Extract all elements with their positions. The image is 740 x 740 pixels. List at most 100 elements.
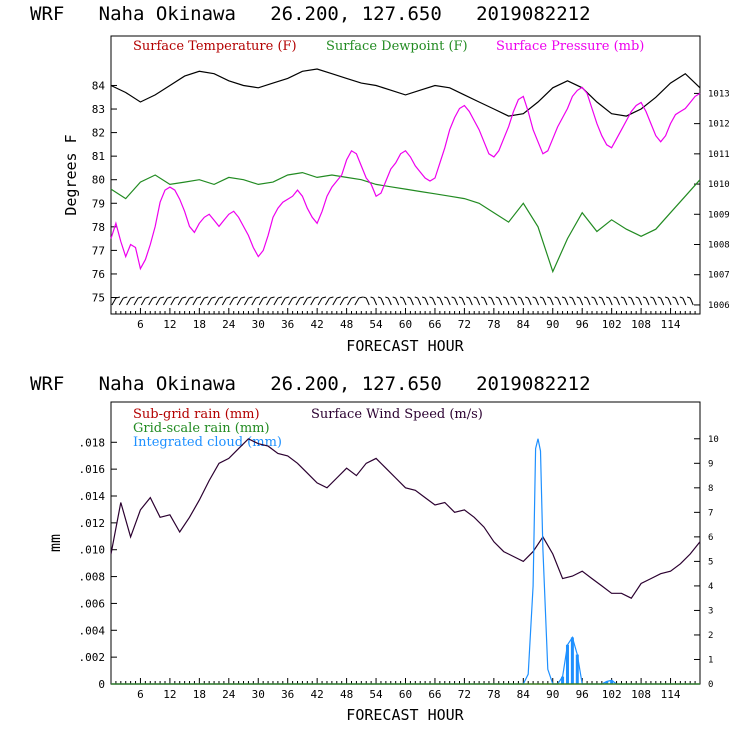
wind-barb-flag (299, 296, 305, 299)
wind-barb-flag (363, 296, 367, 299)
wind-barb-flag (532, 296, 536, 299)
wind-barb-flag (115, 296, 121, 299)
x-tick-label: 102 (602, 318, 622, 331)
y-tick-label: .014 (79, 490, 106, 503)
x-tick-label: 96 (576, 318, 589, 331)
cloud-bar (570, 637, 574, 684)
y-tick-label: .002 (79, 651, 106, 664)
wind-barb (483, 297, 488, 306)
wind-barb (148, 297, 154, 306)
wind-barb (689, 297, 694, 306)
x-tick-label: 36 (281, 318, 294, 331)
wind-barb (288, 297, 294, 306)
chart2-y-axis: 0 .002 .004 .006 .008 .010 .012 .014 .016 .018 (79, 436, 117, 691)
wind-barb-flag (436, 296, 441, 299)
wind-barb-flag (167, 296, 172, 299)
wind-barb (630, 297, 635, 306)
y-tick-label: .006 (79, 597, 106, 610)
wind-barb (490, 297, 495, 306)
y-tick-label: 78 (92, 221, 105, 234)
x-tick-label: 54 (369, 318, 383, 331)
x-tick-label: 12 (163, 318, 176, 331)
wind-barb-flag (510, 296, 514, 299)
wind-barb-flag (635, 296, 639, 299)
wind-barb-flag (642, 296, 647, 299)
x-tick-label: 48 (340, 318, 353, 331)
wind-barb (674, 297, 679, 306)
x-tick-label: 42 (311, 318, 324, 331)
wind-barb-flag (336, 296, 341, 299)
wind-barb-flag (385, 296, 389, 299)
cloud-bar (561, 676, 565, 684)
wind-barb (520, 297, 525, 306)
wind-barb-flag (517, 296, 522, 299)
wind-barb-flag (351, 296, 356, 299)
wind-barb (347, 297, 352, 306)
y2-tick-label: 4 (708, 582, 713, 592)
x-tick-label: 12 (163, 688, 176, 701)
wind-barb-flag (657, 296, 661, 299)
wind-barb-flag (650, 296, 654, 299)
wind-barb-flag (329, 296, 334, 299)
wind-barb (623, 297, 628, 306)
wind-barb-flag (407, 296, 411, 299)
wind-barb (221, 297, 227, 306)
wind-barb-flag (628, 296, 632, 299)
wind-barb-flag (189, 296, 194, 299)
wind-barb-flag (664, 296, 669, 299)
wind-barb-flag (204, 296, 209, 299)
y2-tick-label: 1009 (708, 210, 730, 220)
y2-tick-label: 1008 (708, 241, 730, 251)
y-tick-label: 83 (92, 103, 105, 116)
y-tick-label: 76 (92, 268, 105, 281)
wind-barb (140, 297, 146, 306)
y2-tick-label: 1011 (708, 150, 730, 160)
wind-barb-flag (539, 296, 544, 299)
legend2-wind-speed: Surface Wind Speed (m/s) (311, 407, 483, 422)
wind-barb (380, 297, 385, 306)
wind-barb-flag (145, 296, 150, 299)
cloud-bar (575, 654, 579, 684)
wind-barb-flag (248, 296, 253, 299)
chart2-y2-axis: 0 1 2 3 4 5 6 7 8 9 10 (694, 435, 719, 690)
chart2-y-label: mm (46, 534, 64, 552)
cloud-bar (610, 680, 614, 684)
wind-barb-flag (377, 296, 382, 299)
wind-barb (365, 297, 370, 306)
wind-barb (155, 297, 161, 306)
wind-barb (417, 297, 422, 306)
wind-barb (432, 297, 436, 306)
wind-barb (439, 297, 444, 306)
wind-barb-flag (583, 296, 588, 299)
legend1-temperature: Surface Temperature (F) (133, 39, 297, 54)
chart1-x-label: FORECAST HOUR (346, 337, 464, 355)
wind-barb-flag (358, 296, 363, 299)
wind-barb (207, 297, 213, 306)
wind-barb (446, 297, 451, 306)
chart2-legend: Sub-grid rain (mm) Grid-scale rain (mm) … (133, 407, 483, 450)
wind-barb-flag (182, 296, 187, 299)
y-tick-label: 75 (92, 292, 105, 305)
legend1-pressure: Surface Pressure (mb) (496, 39, 644, 54)
chart1-series (110, 68, 701, 274)
wind-barb-flag (226, 296, 231, 299)
x-tick-label: 42 (311, 688, 324, 701)
wind-barb-flag (314, 296, 319, 299)
y2-tick-label: 9 (708, 459, 713, 469)
wind-barb-flag (285, 296, 290, 299)
wind-barb-flag (392, 296, 396, 299)
wind-barb-flag (525, 296, 529, 299)
wind-barb (133, 297, 139, 306)
wind-barb-flag (429, 296, 433, 299)
wind-barb (373, 297, 378, 306)
x-tick-label: 6 (137, 318, 144, 331)
wind-barb-flag (370, 296, 374, 299)
y2-tick-label: 10 (708, 435, 719, 445)
wind-barb (192, 297, 198, 306)
chart1-x-axis: 6 12 18 24 30 36 42 48 54 60 66 72 78 84 90 96 102 108 114 (115, 308, 696, 331)
wind-barb-flag (277, 296, 283, 299)
y-tick-label: .012 (79, 517, 106, 530)
wind-barb (295, 297, 301, 306)
wind-barb (601, 297, 606, 306)
wind-barb (682, 297, 687, 306)
